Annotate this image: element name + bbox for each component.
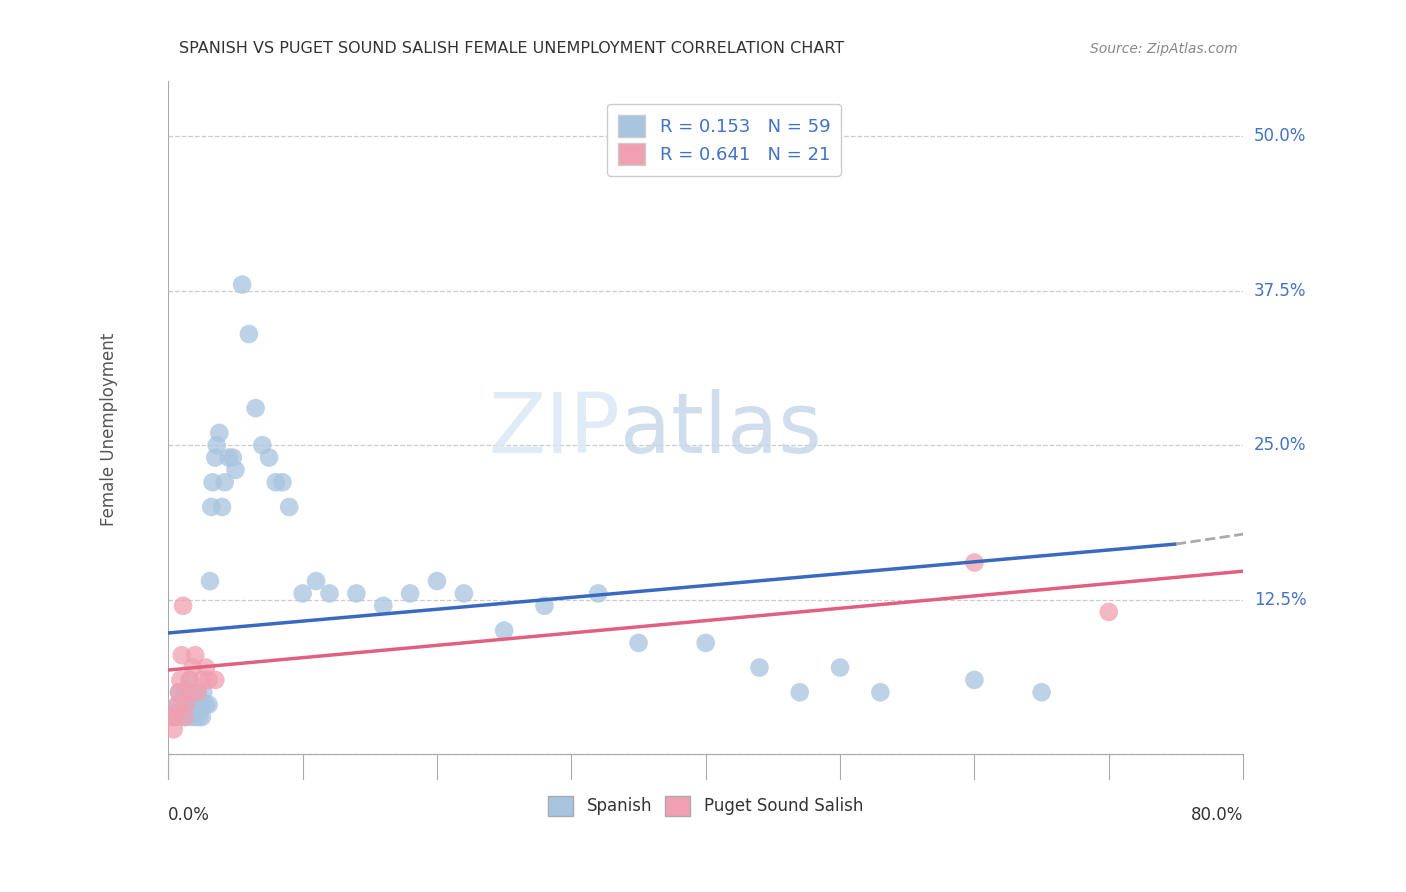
Point — [166, 698, 188, 712]
Point — [184, 648, 207, 663]
Legend: Spanish, Puget Sound Salish: Spanish, Puget Sound Salish — [541, 789, 870, 822]
Point — [181, 660, 204, 674]
Text: 12.5%: 12.5% — [1254, 591, 1306, 608]
Point — [169, 673, 191, 687]
Point — [167, 685, 190, 699]
Point — [204, 673, 226, 687]
Point — [194, 660, 217, 674]
Point — [305, 574, 328, 588]
Point — [224, 463, 246, 477]
Point — [160, 710, 183, 724]
Point — [169, 710, 191, 724]
Point — [586, 586, 609, 600]
Point — [291, 586, 314, 600]
Point — [173, 685, 195, 699]
Point — [174, 698, 197, 712]
Point — [222, 450, 245, 465]
Point — [257, 450, 280, 465]
Point — [318, 586, 340, 600]
Point — [191, 673, 214, 687]
Text: Female Unemployment: Female Unemployment — [100, 333, 118, 526]
Point — [828, 660, 851, 674]
Point — [231, 277, 253, 292]
Point — [238, 326, 260, 341]
Point — [177, 698, 200, 712]
Point — [198, 574, 221, 588]
Point — [163, 710, 186, 724]
Point — [200, 500, 222, 514]
Point — [197, 673, 219, 687]
Point — [163, 710, 186, 724]
Point — [172, 599, 194, 613]
Point — [191, 710, 214, 724]
Text: 37.5%: 37.5% — [1254, 282, 1306, 300]
Point — [208, 425, 231, 440]
Point — [193, 685, 215, 699]
Point — [190, 698, 212, 712]
Point — [869, 685, 891, 699]
Point — [187, 698, 209, 712]
Point — [174, 710, 197, 724]
Point — [179, 673, 201, 687]
Point — [426, 574, 449, 588]
Point — [170, 698, 193, 712]
Point — [166, 698, 188, 712]
Point — [214, 475, 236, 490]
Point — [789, 685, 811, 699]
Point — [186, 685, 208, 699]
Point — [201, 475, 224, 490]
Point — [176, 685, 198, 699]
Point — [963, 556, 986, 570]
Point — [167, 685, 190, 699]
Point — [179, 673, 201, 687]
Point — [205, 438, 228, 452]
Point — [245, 401, 267, 416]
Point — [373, 599, 395, 613]
Point — [194, 698, 217, 712]
Point — [494, 624, 516, 638]
Point — [533, 599, 555, 613]
Point — [271, 475, 294, 490]
Point — [204, 450, 226, 465]
Point — [187, 685, 209, 699]
Text: 80.0%: 80.0% — [1191, 805, 1243, 824]
Point — [264, 475, 287, 490]
Point — [211, 500, 233, 514]
Point — [695, 636, 717, 650]
Point — [963, 673, 986, 687]
Point — [1031, 685, 1053, 699]
Point — [173, 710, 195, 724]
Text: 0.0%: 0.0% — [169, 805, 209, 824]
Point — [181, 698, 204, 712]
Text: ZIP: ZIP — [488, 389, 620, 470]
Point — [184, 710, 207, 724]
Point — [197, 698, 219, 712]
Point — [180, 710, 202, 724]
Point — [188, 710, 211, 724]
Point — [170, 648, 193, 663]
Point — [344, 586, 367, 600]
Point — [748, 660, 770, 674]
Text: SPANISH VS PUGET SOUND SALISH FEMALE UNEMPLOYMENT CORRELATION CHART: SPANISH VS PUGET SOUND SALISH FEMALE UNE… — [179, 41, 844, 56]
Text: atlas: atlas — [620, 389, 821, 470]
Point — [177, 685, 200, 699]
Point — [278, 500, 301, 514]
Point — [399, 586, 422, 600]
Point — [1098, 605, 1121, 619]
Text: Source: ZipAtlas.com: Source: ZipAtlas.com — [1090, 43, 1237, 56]
Text: 25.0%: 25.0% — [1254, 436, 1306, 454]
Point — [163, 723, 186, 737]
Point — [252, 438, 274, 452]
Text: 50.0%: 50.0% — [1254, 128, 1306, 145]
Point — [627, 636, 650, 650]
Point — [218, 450, 240, 465]
Point — [453, 586, 475, 600]
